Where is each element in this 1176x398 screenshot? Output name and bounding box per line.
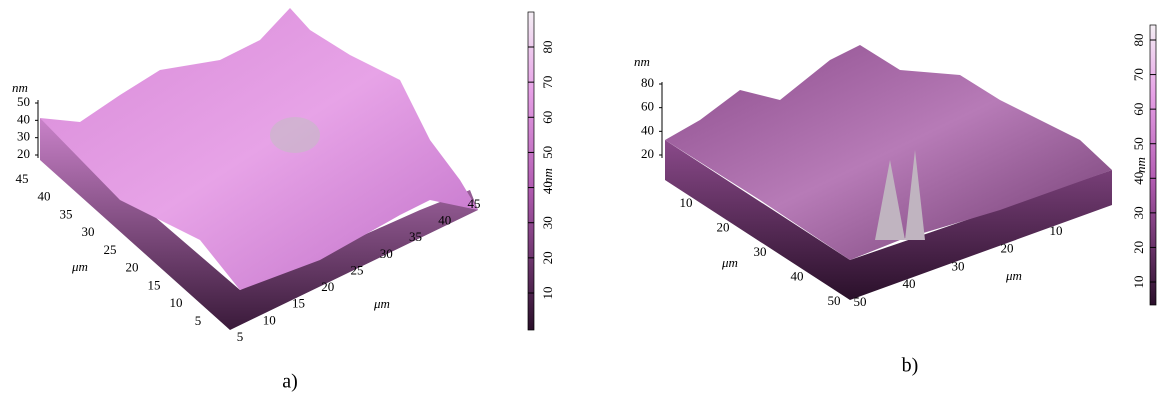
- colorbar-unit: nm: [540, 168, 555, 184]
- left-tick-label: 40: [791, 268, 804, 283]
- z-tick-label: 60: [641, 99, 654, 114]
- left-unit: μm: [721, 255, 738, 270]
- left-tick-label: 50: [828, 293, 841, 308]
- z-tick-label: 80: [641, 75, 654, 90]
- right-tick-label: 30: [952, 258, 965, 273]
- right-tick-label: 50: [854, 294, 867, 309]
- right-tick-label: 40: [438, 213, 451, 228]
- left-tick-label: 45: [16, 171, 29, 186]
- right-tick-label: 20: [321, 279, 334, 294]
- caption: a): [282, 371, 298, 393]
- right-tick-label: 40: [903, 276, 916, 291]
- right-tick-label: 10: [1050, 223, 1063, 238]
- left-tick-label: 35: [60, 206, 73, 221]
- colorbar-tick-label: 30: [540, 216, 555, 229]
- right-unit: μm: [1005, 268, 1022, 283]
- right-tick-label: 15: [292, 296, 305, 311]
- colorbar-tick-label: 50: [1131, 137, 1146, 150]
- left-unit: μm: [71, 259, 88, 274]
- left-tick-label: 10: [680, 195, 693, 210]
- colorbar-tick-label: 60: [1131, 103, 1146, 116]
- left-tick-label: 10: [170, 295, 183, 310]
- colorbar-tick-label: 10: [540, 287, 555, 300]
- colorbar-tick-label: 20: [540, 251, 555, 264]
- right-tick-label: 5: [237, 329, 244, 344]
- z-tick-label: 20: [17, 146, 30, 161]
- left-tick-label: 20: [717, 219, 730, 234]
- z-tick-label: 40: [641, 122, 654, 137]
- z-unit: nm: [12, 80, 28, 95]
- colorbar-tick-label: 50: [540, 146, 555, 159]
- colorbar-tick-label: 10: [1131, 276, 1146, 289]
- z-tick-label: 30: [17, 129, 30, 144]
- surface-bump: [270, 117, 320, 153]
- z-unit: nm: [634, 54, 650, 69]
- colorbar-tick-label: 20: [1131, 241, 1146, 254]
- colorbar-tick-label: 70: [540, 76, 555, 89]
- z-tick-label: 50: [17, 94, 30, 109]
- right-tick-label: 45: [468, 196, 481, 211]
- right-tick-label: 10: [263, 312, 276, 327]
- left-tick-label: 15: [148, 277, 161, 292]
- caption: b): [902, 355, 919, 377]
- left-tick-label: 25: [104, 242, 117, 257]
- right-tick-label: 20: [1001, 241, 1014, 256]
- figure: a) nm 20 30 40 50 45 40 35 30 25 20 15 10 5 μm 5 10 15 20 25…: [0, 0, 1176, 398]
- right-tick-label: 30: [380, 246, 393, 261]
- left-tick-label: 5: [195, 313, 202, 328]
- left-tick-label: 30: [82, 224, 95, 239]
- colorbar-unit: nm: [1133, 157, 1148, 173]
- z-tick-label: 40: [17, 111, 30, 126]
- z-tick-label: 20: [641, 146, 654, 161]
- colorbar-tick-label: 60: [540, 111, 555, 124]
- colorbar-tick-label: 30: [1131, 206, 1146, 219]
- colorbar-tick-label: 70: [1131, 68, 1146, 81]
- colorbar-tick-label: 80: [540, 41, 555, 54]
- left-tick-label: 20: [126, 260, 139, 275]
- right-tick-label: 25: [351, 262, 364, 277]
- left-tick-label: 30: [754, 244, 767, 259]
- colorbar: [1150, 25, 1156, 305]
- colorbar-tick-label: 80: [1131, 34, 1146, 47]
- left-tick-label: 40: [38, 189, 51, 204]
- colorbar: [528, 12, 534, 330]
- right-tick-label: 35: [409, 229, 422, 244]
- right-unit: μm: [373, 296, 390, 311]
